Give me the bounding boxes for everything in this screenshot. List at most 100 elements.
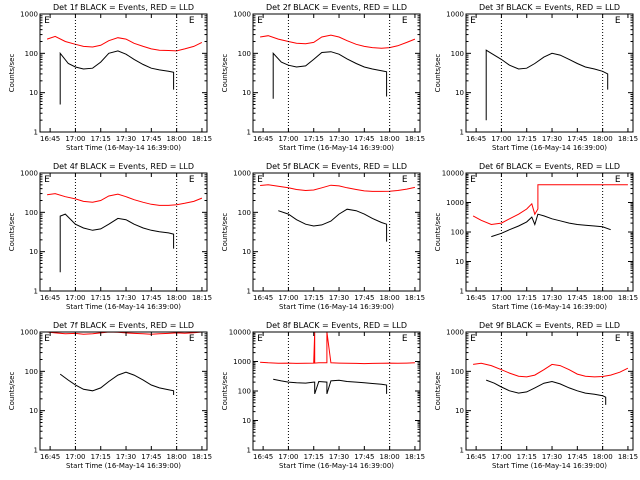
x-axis-label: Start Time (16-May-14 16:39:00) — [492, 144, 607, 152]
x-tick-label: 18:00 — [167, 135, 187, 143]
ecut-label: E — [257, 334, 263, 344]
series-line-events — [491, 213, 611, 238]
plot-frame — [465, 172, 634, 292]
x-axis-label: Start Time (16-May-14 16:39:00) — [492, 462, 607, 470]
x-tick-label: 17:30 — [116, 135, 136, 143]
x-tick-label: 17:15 — [304, 294, 324, 302]
x-tick-label: 16:45 — [466, 135, 486, 143]
x-tick-label: 17:30 — [542, 135, 562, 143]
x-tick-label: 17:00 — [65, 453, 85, 461]
x-tick-label: 16:45 — [253, 453, 273, 461]
ecut-label: E — [189, 334, 195, 344]
y-tick-label: 100 — [451, 229, 464, 237]
plot-frame — [252, 172, 421, 292]
chart-title: Det 7f BLACK = Events, RED = LLD — [53, 321, 194, 330]
x-tick-label: 17:30 — [542, 453, 562, 461]
y-tick-label: 100 — [25, 368, 38, 376]
x-tick-label: 16:45 — [466, 294, 486, 302]
x-tick-label: 17:00 — [491, 294, 511, 302]
x-axis-label: Start Time (16-May-14 16:39:00) — [66, 303, 181, 311]
y-axis-label: Counts/sec — [221, 54, 229, 93]
ecut-label: E — [470, 175, 476, 185]
y-tick-label: 100 — [238, 388, 251, 396]
x-tick-label: 16:45 — [40, 453, 60, 461]
y-axis-label: Counts/sec — [221, 372, 229, 411]
y-tick-label: 10 — [455, 407, 464, 415]
x-tick-label: 16:45 — [253, 135, 273, 143]
y-tick-label: 10 — [455, 89, 464, 97]
series-line-events — [278, 208, 388, 242]
plot-frame — [252, 331, 421, 451]
y-tick-label: 1 — [247, 447, 251, 455]
ecut-label: E — [402, 175, 408, 185]
x-tick-label: 17:15 — [91, 453, 111, 461]
x-tick-label: 17:15 — [91, 294, 111, 302]
x-tick-label: 17:45 — [567, 294, 587, 302]
y-tick-label: 1000 — [446, 11, 464, 19]
y-tick-label: 10 — [455, 258, 464, 266]
y-axis-label: Counts/sec — [434, 54, 442, 93]
x-axis-label: Start Time (16-May-14 16:39:00) — [66, 462, 181, 470]
x-tick-label: 17:15 — [304, 453, 324, 461]
series-line-lld — [473, 362, 629, 378]
y-tick-label: 1000 — [233, 11, 251, 19]
y-tick-label: 10000 — [442, 170, 464, 178]
x-tick-label: 18:15 — [618, 294, 638, 302]
x-tick-label: 17:45 — [141, 294, 161, 302]
ecut-label: E — [615, 334, 621, 344]
series-line-lld — [46, 35, 203, 52]
y-axis-label: Counts/sec — [434, 372, 442, 411]
y-axis-label: Counts/sec — [221, 213, 229, 252]
x-tick-label: 18:00 — [593, 294, 613, 302]
y-axis-label: Counts/sec — [8, 372, 16, 411]
plot-frame — [39, 13, 208, 133]
ecut-label: E — [44, 334, 50, 344]
x-tick-label: 16:45 — [40, 294, 60, 302]
ecut-label: E — [44, 175, 50, 185]
series-line-lld — [47, 193, 203, 206]
x-tick-label: 17:30 — [329, 135, 349, 143]
x-tick-label: 17:45 — [141, 135, 161, 143]
chart-title: Det 5f BLACK = Events, RED = LLD — [266, 162, 407, 171]
x-tick-label: 18:15 — [405, 135, 425, 143]
x-tick-label: 16:45 — [466, 453, 486, 461]
y-axis-label: Counts/sec — [8, 213, 16, 252]
y-tick-label: 1 — [34, 288, 38, 296]
y-tick-label: 1 — [247, 288, 251, 296]
y-axis-label: Counts/sec — [434, 213, 442, 252]
plot-frame — [252, 13, 421, 133]
x-axis-label: Start Time (16-May-14 16:39:00) — [279, 303, 394, 311]
x-tick-label: 18:15 — [192, 294, 212, 302]
plot-frame — [465, 13, 634, 133]
series-line-events — [485, 49, 609, 121]
ecut-label: E — [470, 334, 476, 344]
x-axis-label: Start Time (16-May-14 16:39:00) — [279, 462, 394, 470]
plot-frame — [39, 331, 208, 451]
ecut-label: E — [615, 175, 621, 185]
y-tick-label: 1000 — [20, 329, 38, 337]
ecut-label: E — [189, 175, 195, 185]
x-tick-label: 16:45 — [253, 294, 273, 302]
y-axis-label: Counts/sec — [8, 54, 16, 93]
series-line-events — [273, 378, 388, 395]
y-tick-label: 1000 — [233, 170, 251, 178]
series-line-lld — [260, 184, 416, 192]
y-tick-label: 1 — [460, 288, 464, 296]
x-tick-label: 17:30 — [116, 294, 136, 302]
chart-title: Det 1f BLACK = Events, RED = LLD — [53, 3, 194, 12]
x-tick-label: 18:00 — [380, 453, 400, 461]
y-tick-label: 1 — [247, 129, 251, 137]
y-tick-label: 100 — [25, 50, 38, 58]
plot-frame — [39, 172, 208, 292]
x-tick-label: 18:15 — [192, 453, 212, 461]
y-tick-label: 10000 — [229, 329, 251, 337]
chart-title: Det 3f BLACK = Events, RED = LLD — [479, 3, 620, 12]
x-tick-label: 17:45 — [354, 294, 374, 302]
y-tick-label: 1 — [460, 129, 464, 137]
x-tick-label: 17:45 — [567, 453, 587, 461]
y-tick-label: 10 — [29, 89, 38, 97]
